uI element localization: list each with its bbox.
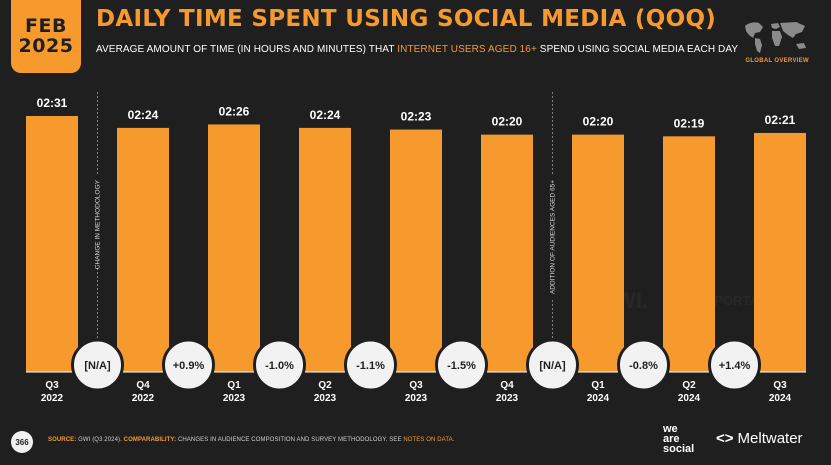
footer-end: . [452,437,455,443]
change-label: -1.1% [356,360,385,372]
source-label: SOURCE: [48,437,77,443]
subtitle-pre: AVERAGE AMOUNT OF TIME (IN HOURS AND MIN… [96,44,398,55]
x-tick-label: Q3 2024 [769,380,792,404]
change-label: [N/A] [84,360,111,372]
bar-value-label: 02:31 [37,96,68,110]
change-circle [617,338,670,392]
change-circle [526,338,579,392]
bar [481,134,533,372]
bar-value-label: 02:20 [583,115,614,129]
annotation-label-bg [546,175,559,300]
page-number: 366 [11,431,33,453]
bar [663,136,715,372]
bar [26,116,78,372]
x-tick-label: Q4 2022 [132,380,155,404]
bar [572,134,624,372]
change-label: -1.0% [265,360,294,372]
date-badge: FEB 2025 [11,0,81,73]
comparability-text: CHANGES IN AUDIENCE COMPOSITION AND SURV… [176,437,404,443]
notes-on-data-link[interactable]: NOTES ON DATA [403,437,453,443]
bar-value-label: 02:26 [219,104,250,118]
annotation-label: CHANGE IN METHODOLOGY [95,179,102,269]
change-label: -0.8% [629,360,658,372]
change-label: -1.5% [447,360,476,372]
x-tick-label: Q3 2023 [405,380,428,404]
meltwater-logo: <> Meltwater [716,430,803,447]
bar-value-label: 02:24 [128,108,159,122]
x-tick-label: Q3 2022 [41,380,64,404]
region-label: GLOBAL OVERVIEW [745,58,809,64]
logo-word-2: are [663,433,680,445]
x-tick-label: Q2 2023 [314,380,337,404]
comparability-label: COMPARABILITY: [123,437,177,443]
bar [754,132,806,372]
page-title: DAILY TIME SPENT USING SOCIAL MEDIA (QOQ… [96,6,717,32]
bar-value-label: 02:19 [674,116,705,130]
page-subtitle: AVERAGE AMOUNT OF TIME (IN HOURS AND MIN… [96,44,738,55]
bar-value-label: 02:21 [765,113,796,127]
change-circle [344,338,397,392]
change-circle [435,338,488,392]
source-text: GWI (Q3 2024). [76,437,124,443]
x-tick-label: Q4 2023 [496,380,519,404]
subtitle-highlight: INTERNET USERS AGED 16+ [397,44,537,55]
bar [390,129,442,372]
bar [208,124,260,372]
x-tick-label: Q1 2023 [223,380,246,404]
logo-word-1: we [663,423,678,435]
we-are-social-logo: we are social [663,423,695,455]
world-map-icon [745,22,806,53]
annotation-label-bg [91,175,104,265]
logo-word-3: social [663,443,695,455]
bar-value-label: 02:24 [310,108,341,122]
meltwater-mark-icon: <> [716,430,734,447]
change-circle [71,338,124,392]
date-year: 2025 [18,34,74,57]
meltwater-name: Meltwater [737,430,803,447]
footer-source: SOURCE: GWI (Q3 2024). COMPARABILITY: CH… [48,437,455,443]
change-circle [162,338,215,392]
x-tick-label: Q1 2024 [587,380,610,404]
change-circle [708,338,761,392]
bar-value-label: 02:20 [492,115,523,129]
change-circle [253,338,306,392]
bar [299,127,351,372]
change-label: +0.9% [173,360,205,372]
x-tick-label: Q2 2024 [678,380,701,404]
date-month: FEB [25,14,67,37]
subtitle-post: SPEND USING SOCIAL MEDIA EACH DAY [536,44,739,55]
bar-chart: 02:31 02:24 02:26 02:24 02:23 02:20 02:20 02:19… [26,92,806,404]
bar [117,127,169,372]
annotation-label: ADDITION OF AUDIENCES AGED 65+ [550,180,557,294]
change-label: +1.4% [719,360,751,372]
bar-value-label: 02:23 [401,110,432,124]
change-label: [N/A] [539,360,566,372]
